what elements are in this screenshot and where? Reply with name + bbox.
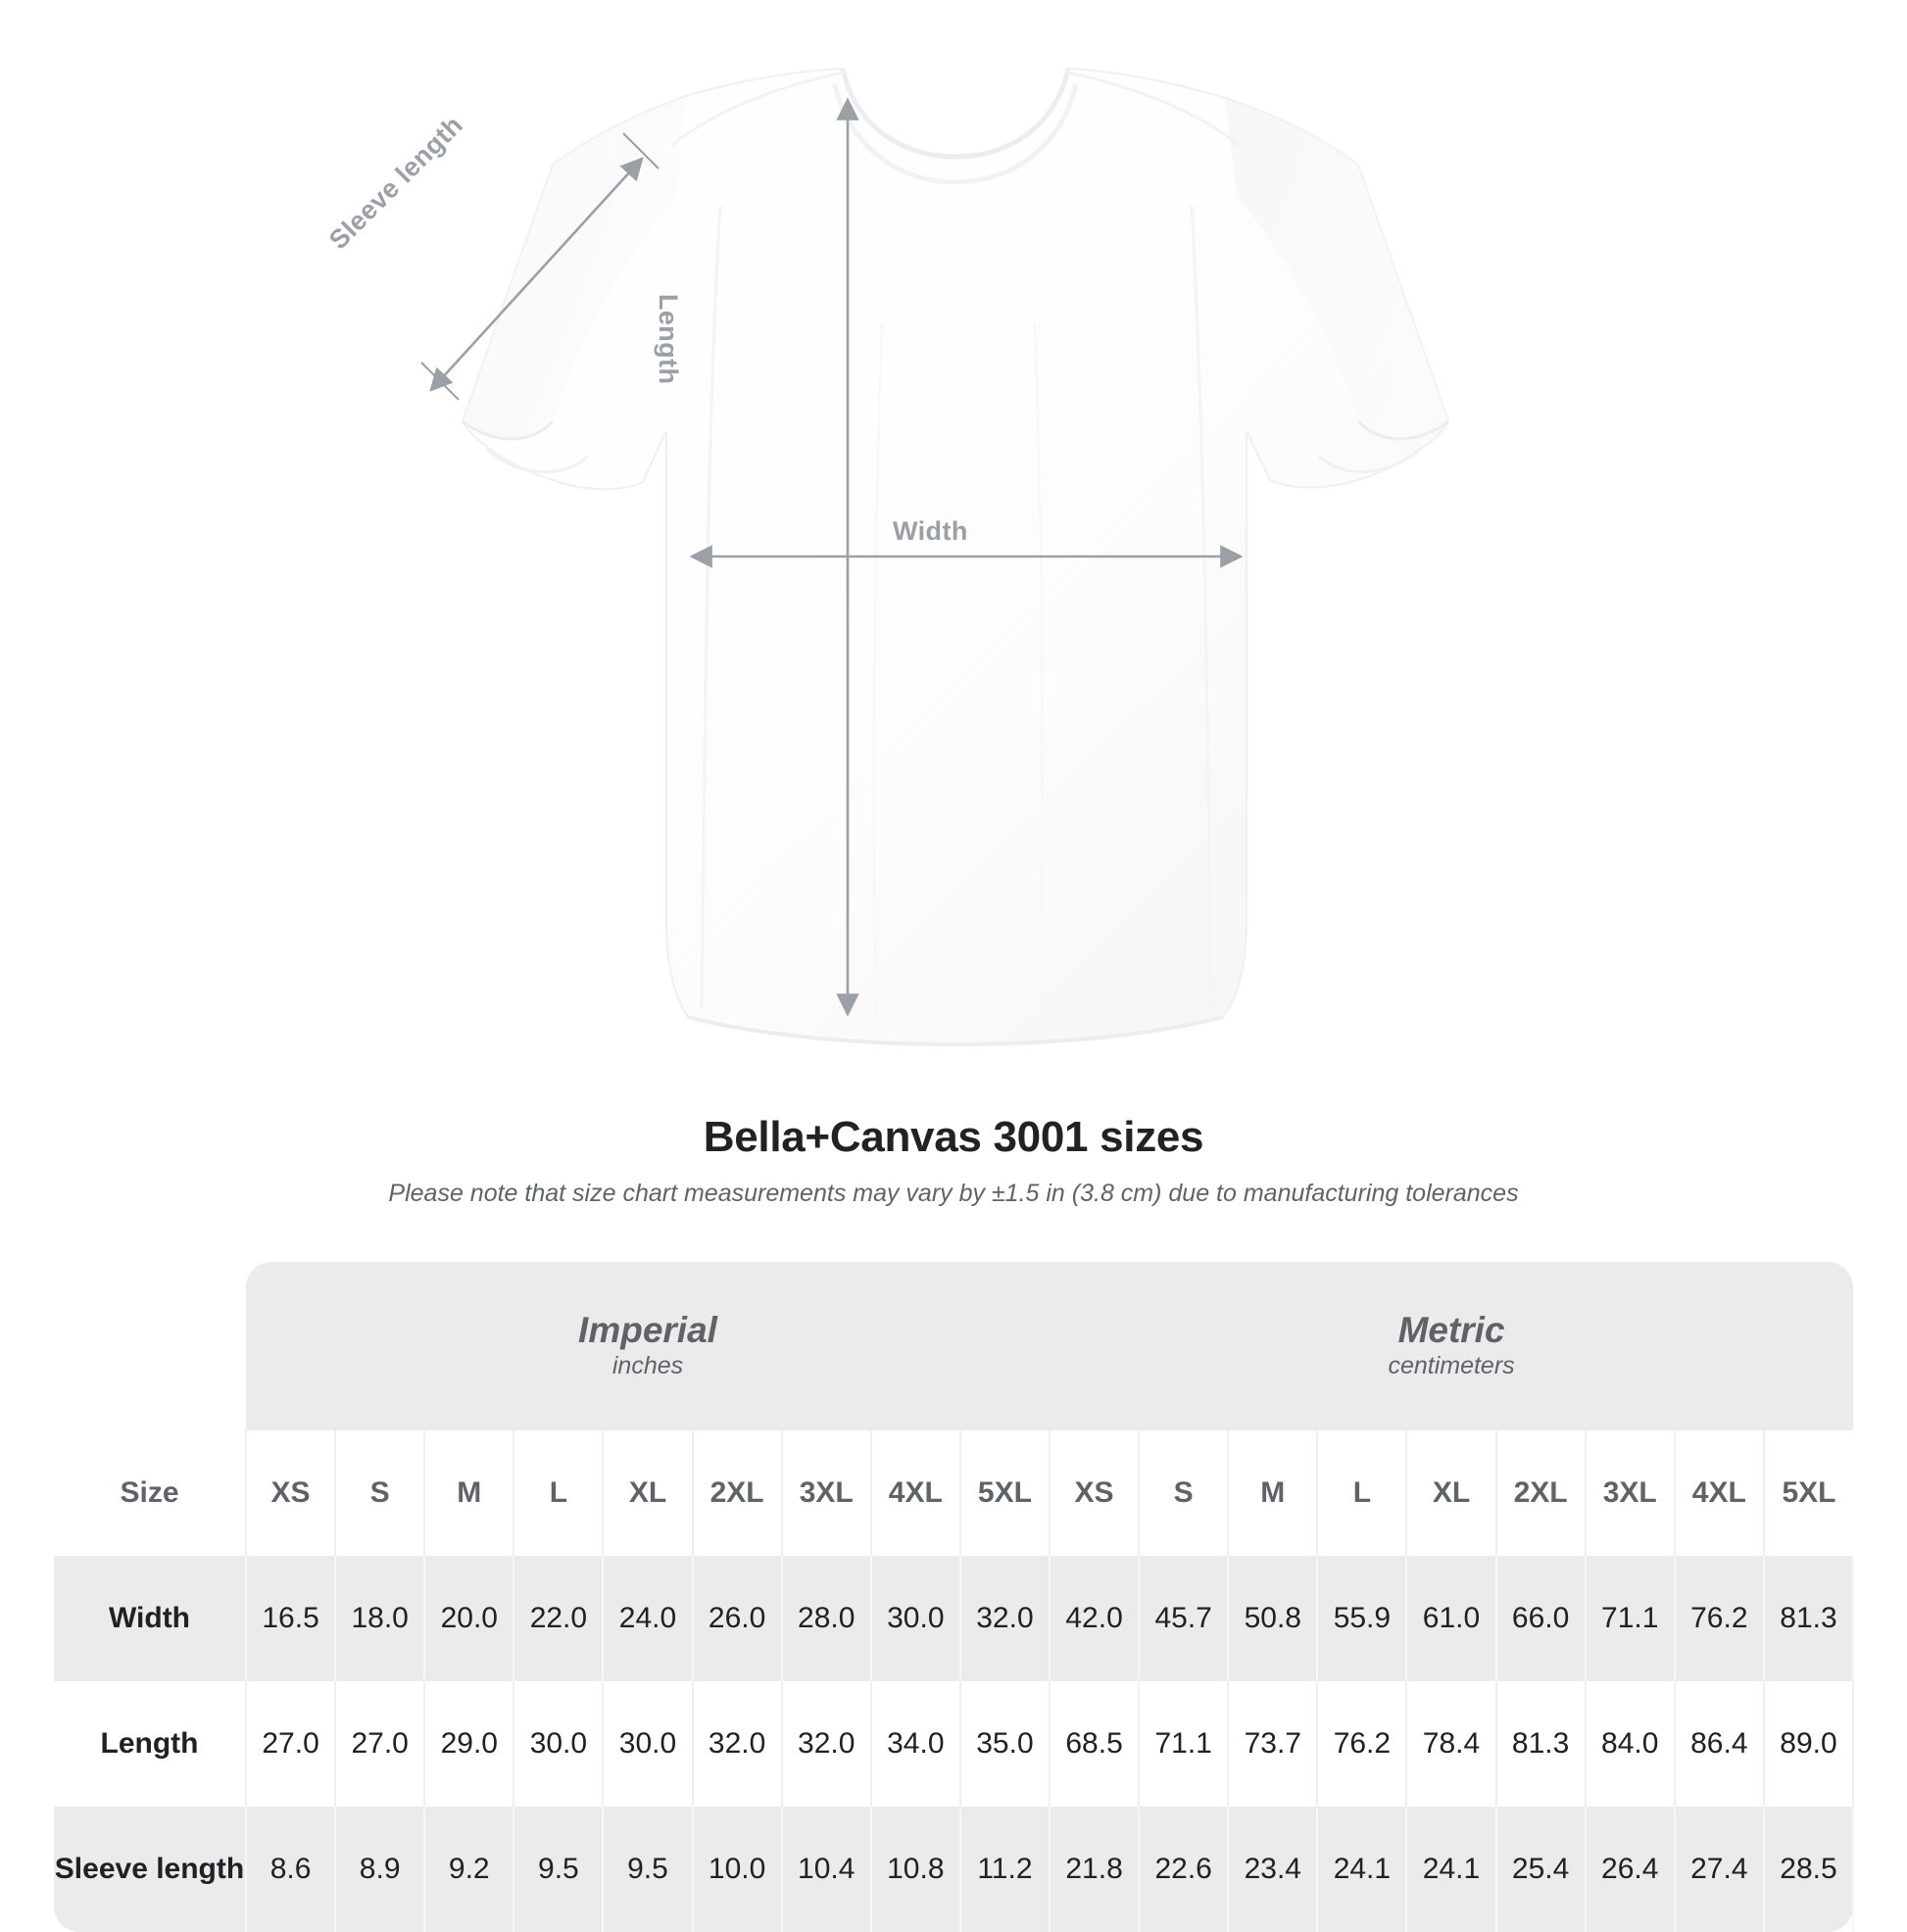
measurement-cell: 8.9 bbox=[335, 1807, 426, 1932]
measurement-cell: 78.4 bbox=[1406, 1681, 1497, 1807]
table-row: Sleeve length 8.6 8.9 9.2 9.5 9.5 10.0 10.4 10.8… bbox=[54, 1807, 1855, 1932]
measurement-cell: 30.0 bbox=[513, 1681, 605, 1807]
garment-illustration: Sleeve length Length Width bbox=[323, 67, 1450, 1047]
measurement-cell: 71.1 bbox=[1585, 1556, 1676, 1681]
size-header-cell: XL bbox=[1406, 1430, 1497, 1556]
sleeve-length-dimension-arrow bbox=[420, 132, 660, 401]
measurement-cell: 81.3 bbox=[1763, 1556, 1855, 1681]
measurement-cell: 27.0 bbox=[335, 1681, 426, 1807]
measurement-cell: 61.0 bbox=[1406, 1556, 1497, 1681]
size-header-cell: 5XL bbox=[1763, 1430, 1854, 1556]
width-label: Width bbox=[893, 516, 968, 546]
measurement-cell: 24.1 bbox=[1406, 1807, 1497, 1932]
measurement-cell: 10.8 bbox=[870, 1807, 961, 1932]
measurement-cell: 25.4 bbox=[1495, 1807, 1587, 1932]
measurement-cell: 34.0 bbox=[870, 1681, 961, 1807]
size-header-cell: XS bbox=[246, 1430, 337, 1556]
measurement-cell: 86.4 bbox=[1674, 1681, 1765, 1807]
measurement-cell: 10.4 bbox=[781, 1807, 872, 1932]
size-header-row: Size XS S M L XL 2XL 3XL 4XL 5XL XS S M L XL 2XL 3XL 4XL 5… bbox=[54, 1430, 1854, 1556]
size-header-cell: S bbox=[335, 1430, 426, 1556]
measurement-cell: 73.7 bbox=[1228, 1681, 1319, 1807]
measurement-cell: 32.0 bbox=[692, 1681, 783, 1807]
length-label: Length bbox=[654, 294, 683, 385]
measurement-cell: 42.0 bbox=[1050, 1556, 1141, 1681]
row-header-sleeve-length: Sleeve length bbox=[54, 1807, 247, 1932]
measurement-cell: 30.0 bbox=[870, 1556, 961, 1681]
size-header-cell: S bbox=[1139, 1430, 1230, 1556]
measurement-cell: 68.5 bbox=[1050, 1681, 1141, 1807]
unit-group-name: Metric bbox=[1397, 1310, 1505, 1351]
size-header-cell: XS bbox=[1050, 1430, 1141, 1556]
measurement-cell: 76.2 bbox=[1674, 1556, 1765, 1681]
size-header-cell: 5XL bbox=[959, 1430, 1051, 1556]
size-header-cell: M bbox=[1228, 1430, 1319, 1556]
size-header-cell: 3XL bbox=[1585, 1430, 1676, 1556]
measurement-cell: 24.0 bbox=[603, 1556, 694, 1681]
measurement-cell: 22.0 bbox=[513, 1556, 605, 1681]
measurement-cell: 18.0 bbox=[335, 1556, 426, 1681]
measurement-cell: 22.6 bbox=[1139, 1807, 1230, 1932]
measurement-cell: 27.4 bbox=[1674, 1807, 1765, 1932]
measurement-cell: 21.8 bbox=[1050, 1807, 1141, 1932]
size-header-cell: M bbox=[424, 1430, 515, 1556]
measurement-cell: 55.9 bbox=[1317, 1556, 1408, 1681]
measurement-cell: 35.0 bbox=[959, 1681, 1051, 1807]
measurement-cell: 45.7 bbox=[1139, 1556, 1230, 1681]
measurement-cell: 32.0 bbox=[959, 1556, 1051, 1681]
unit-group-subtitle: centimeters bbox=[1388, 1352, 1515, 1380]
size-header-cell: 2XL bbox=[1495, 1430, 1587, 1556]
size-header-cell: 4XL bbox=[870, 1430, 961, 1556]
measurement-cell: 23.4 bbox=[1228, 1807, 1319, 1932]
measurement-cell: 84.0 bbox=[1585, 1681, 1676, 1807]
unit-group-metric: Metric centimeters bbox=[1050, 1262, 1854, 1430]
size-header-cell: 3XL bbox=[781, 1430, 872, 1556]
unit-group-subtitle: inches bbox=[611, 1352, 684, 1380]
unit-group-row: Imperial inches Metric centimeters bbox=[54, 1262, 1854, 1430]
size-header-cell: 2XL bbox=[692, 1430, 783, 1556]
measurement-cell: 28.0 bbox=[781, 1556, 872, 1681]
measurement-cell: 20.0 bbox=[424, 1556, 515, 1681]
measurement-cell: 26.0 bbox=[692, 1556, 783, 1681]
measurement-cell: 76.2 bbox=[1317, 1681, 1408, 1807]
measurement-cell: 81.3 bbox=[1495, 1681, 1587, 1807]
tolerance-note: Please note that size chart measurements… bbox=[388, 1180, 1519, 1207]
row-header-width: Width bbox=[54, 1556, 247, 1681]
measurement-cell: 9.2 bbox=[424, 1807, 515, 1932]
table-row: Width 16.5 18.0 20.0 22.0 24.0 26.0 28.0 30.0 32.… bbox=[54, 1556, 1855, 1681]
measurement-cell: 30.0 bbox=[603, 1681, 694, 1807]
measurement-cell: 89.0 bbox=[1763, 1681, 1855, 1807]
size-header-cell: L bbox=[513, 1430, 605, 1556]
measurement-cell: 32.0 bbox=[781, 1681, 872, 1807]
unit-row-spacer bbox=[54, 1262, 246, 1430]
measurement-cell: 8.6 bbox=[246, 1807, 337, 1932]
row-header-length: Length bbox=[54, 1681, 247, 1807]
measurement-cell: 9.5 bbox=[603, 1807, 694, 1932]
measurement-cell: 66.0 bbox=[1495, 1556, 1587, 1681]
measurement-cell: 26.4 bbox=[1585, 1807, 1676, 1932]
measurement-cell: 28.5 bbox=[1763, 1807, 1855, 1932]
measurement-cell: 50.8 bbox=[1228, 1556, 1319, 1681]
page-title: Bella+Canvas 3001 sizes bbox=[703, 1113, 1204, 1161]
size-header-cell: L bbox=[1317, 1430, 1408, 1556]
measurement-cell: 24.1 bbox=[1317, 1807, 1408, 1932]
measurement-cell: 11.2 bbox=[959, 1807, 1051, 1932]
title-block: Bella+Canvas 3001 sizes Please note that… bbox=[0, 1113, 1907, 1208]
size-header-cell: 4XL bbox=[1674, 1430, 1765, 1556]
size-table-wrapper: Imperial inches Metric centimeters Size XS S M L… bbox=[54, 1262, 1855, 1932]
measurement-cell: 27.0 bbox=[246, 1681, 337, 1807]
measurement-cell: 16.5 bbox=[246, 1556, 337, 1681]
measurement-cell: 9.5 bbox=[513, 1807, 605, 1932]
unit-group-name: Imperial bbox=[578, 1310, 717, 1351]
measurement-cell: 71.1 bbox=[1139, 1681, 1230, 1807]
unit-group-imperial: Imperial inches bbox=[246, 1262, 1050, 1430]
measurement-cell: 29.0 bbox=[424, 1681, 515, 1807]
size-table: Imperial inches Metric centimeters Size XS S M L… bbox=[54, 1262, 1855, 1932]
tshirt-diagram-svg bbox=[420, 67, 1450, 1047]
table-row: Length 27.0 27.0 29.0 30.0 30.0 32.0 32.0 34.0 35… bbox=[54, 1681, 1855, 1807]
size-column-header: Size bbox=[54, 1430, 247, 1556]
size-header-cell: XL bbox=[603, 1430, 694, 1556]
measurement-cell: 10.0 bbox=[692, 1807, 783, 1932]
